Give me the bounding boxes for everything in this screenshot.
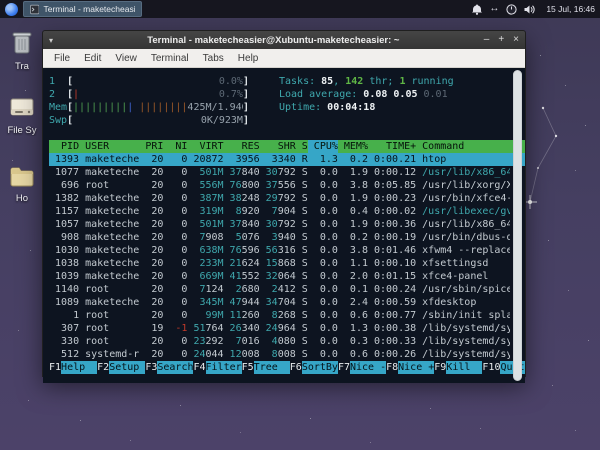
top-panel: Terminal - maketecheasier... ↔ 15 Jul, 1… [0, 0, 600, 18]
uptime-line: Uptime: 00:04:18 [279, 102, 376, 113]
desktop-icon-filesystem[interactable]: File Sy [0, 95, 44, 136]
terminal-content: 1[ 0.0%] 2[ | 0.7%] Mem[ |||||||||| ||||||… [43, 68, 525, 383]
fkey-f3-search[interactable]: F3 Search [145, 361, 194, 374]
desktop-icon-label: File Sy [7, 125, 37, 136]
process-row[interactable]: 1030 maketeche 20 0 638M 76596 56316 S 0.0 3.8 0:0… [55, 245, 510, 256]
desktop-icon-label: Tra [15, 61, 29, 72]
menu-help[interactable]: Help [237, 52, 259, 64]
fkey-f9-kill[interactable]: F9 Kill [434, 361, 483, 374]
column-header-cpu[interactable]: CPU% [307, 140, 338, 153]
window-title: Terminal - maketecheasier@Xubuntu-makete… [147, 34, 400, 46]
column-header-pid[interactable]: PID [61, 141, 80, 152]
column-header-shr[interactable]: SHR [277, 141, 296, 152]
applications-menu-button[interactable] [5, 2, 18, 16]
process-table-header: PID USER PRI NI VIRT RES SHR S CPU% MEM% TIME+ Comm… [49, 140, 525, 153]
process-row[interactable]: 1057 maketeche 20 0 501M 37840 30792 S 0.0 1.9 0:0… [55, 219, 510, 230]
home-folder-icon [10, 167, 34, 187]
cpu1-meter: 1[ 0.0%] [49, 76, 249, 87]
network-icon[interactable]: ↔ [489, 3, 500, 14]
fkey-f7-nice[interactable]: F7 Nice - [337, 361, 387, 374]
volume-icon[interactable] [524, 4, 536, 15]
tasks-line: Tasks: 85, 142 thr; 1 running [279, 76, 454, 87]
process-row[interactable]: 1382 maketeche 20 0 387M 38248 29792 S 0.0 1.9 0:0… [55, 193, 510, 204]
taskbar-button-terminal[interactable]: Terminal - maketecheasier... [23, 1, 142, 17]
process-row[interactable]: 512 systemd-r 20 0 24044 12008 8008 S 0.0 0.6 0:00… [61, 349, 510, 360]
process-row[interactable]: 1077 maketeche 20 0 501M 37840 30792 S 0.0 1.9 0:0… [55, 167, 510, 178]
desktop-icon-home[interactable]: Ho [0, 165, 44, 204]
menu-terminal[interactable]: Terminal [150, 52, 189, 64]
load-average-line: Load average: 0.08 0.05 0.01 [279, 89, 448, 100]
process-row[interactable]: 908 maketeche 20 0 7908 5076 3940 S 0.0 0.2 0:00.1… [61, 232, 510, 243]
process-row[interactable]: 1393 maketeche 20 0 20872 3956 3340 R 1.3 0.2 0:00… [49, 153, 525, 166]
fkey-f6-sortby[interactable]: F6 SortBy [289, 361, 338, 374]
minimize-button[interactable]: – [483, 34, 490, 45]
process-row[interactable]: 307 root 19 -1 51764 26340 24964 S 0.0 1.3 0:00.38… [61, 323, 510, 334]
process-row[interactable]: 1089 maketeche 20 0 345M 47944 34704 S 0.0 2.4 0:0… [55, 297, 477, 308]
taskbar-button-label: Terminal - maketecheasier... [43, 4, 135, 14]
process-table: 1393 maketeche 20 0 20872 3956 3340 R 1.3 0.2 0:00… [49, 153, 525, 361]
column-header-mem[interactable]: MEM% [343, 141, 368, 152]
close-button[interactable]: × [513, 34, 519, 45]
swap-meter: Swp[ 0K/923M] [49, 115, 249, 126]
process-row[interactable]: 1038 maketeche 20 0 233M 21624 15868 S 0.0 1.1 0:0… [55, 258, 489, 269]
power-manager-icon[interactable] [506, 3, 517, 15]
column-header-res[interactable]: RES [241, 141, 260, 152]
memory-meter: Mem[ |||||||||| |||||||| 425M/1.94G] [49, 102, 249, 113]
function-key-bar: F1 Help F2 Setup F3 Search F4 Filter F5 Tree F6… [49, 361, 525, 374]
fkey-f5-tree[interactable]: F5 Tree [241, 361, 290, 374]
scrollbar-thumb[interactable] [513, 70, 522, 381]
column-header-user[interactable]: USER [85, 141, 110, 152]
system-tray: ↔ 15 Jul, 16:46 [472, 4, 595, 15]
column-header-virt[interactable]: VIRT [199, 141, 224, 152]
process-row[interactable]: 1039 maketeche 20 0 669M 41552 32064 S 0.0 2.0 0:0… [55, 271, 489, 282]
process-row[interactable]: 330 root 20 0 23292 7016 4080 S 0.0 0.3 0:00.33/li… [61, 336, 510, 347]
menu-view[interactable]: View [115, 52, 137, 64]
fkey-f8-nice[interactable]: F8 Nice + [386, 361, 435, 374]
column-header-time[interactable]: TIME+ [386, 141, 417, 152]
column-header-s[interactable]: S [301, 141, 308, 152]
window-titlebar[interactable]: ▾ Terminal - maketecheasier@Xubuntu-make… [43, 31, 525, 49]
htop-summary: Tasks: 85, 142 thr; 1 running Load avera… [279, 75, 454, 127]
process-row[interactable]: 1157 maketeche 20 0 319M 8920 7904 S 0.0 0.4 0:00.… [55, 206, 510, 217]
process-row[interactable]: 1 root 20 0 99M 11260 8268 S 0.0 0.6 0:00.77/sbin/… [73, 310, 510, 321]
htop-meters: 1[ 0.0%] 2[ | 0.7%] Mem[ |||||||||| ||||||… [49, 75, 249, 127]
column-header-ni[interactable]: NI [175, 141, 188, 152]
fkey-f4-filter[interactable]: F4 Filter [193, 361, 242, 374]
cpu2-meter: 2[ | 0.7%] [49, 89, 249, 100]
terminal-menubar: File Edit View Terminal Tabs Help [43, 49, 525, 68]
menu-tabs[interactable]: Tabs [202, 52, 224, 64]
scrollbar[interactable] [512, 70, 523, 381]
notification-bell-icon[interactable] [472, 4, 483, 15]
terminal-window: ▾ Terminal - maketecheasier@Xubuntu-make… [42, 30, 526, 383]
column-header-pri[interactable]: PRI [145, 141, 164, 152]
desktop-icon-label: Ho [15, 193, 29, 204]
window-menu-arrow-icon[interactable]: ▾ [49, 35, 54, 45]
terminal-icon [30, 4, 40, 14]
column-header-command[interactable]: Command [422, 141, 465, 152]
drive-icon [10, 98, 34, 116]
menu-file[interactable]: File [54, 52, 71, 64]
trash-icon [12, 32, 32, 54]
process-row[interactable]: 696 root 20 0 556M 76800 37556 S 0.0 3.8 0:05.85/u… [61, 180, 510, 191]
desktop-icon-trash[interactable]: Tra [0, 30, 44, 72]
maximize-button[interactable]: + [498, 34, 505, 45]
fkey-f1-help[interactable]: F1 Help [49, 361, 98, 374]
menu-edit[interactable]: Edit [84, 52, 102, 64]
process-row[interactable]: 1140 root 20 0 7124 2680 2412 S 0.0 0.1 0:00.24/us… [55, 284, 510, 295]
fkey-f2-setup[interactable]: F2 Setup [97, 361, 146, 374]
clock[interactable]: 15 Jul, 16:46 [546, 4, 595, 14]
